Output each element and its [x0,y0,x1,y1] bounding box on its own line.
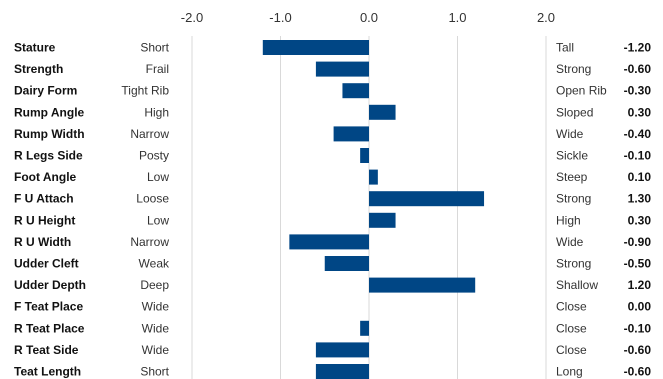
bar [333,126,369,142]
trait-label: F U Attach [14,192,74,206]
high-end-label: Open Rib [556,84,607,98]
trait-label: Dairy Form [14,84,77,98]
high-end-label: Close [556,300,587,314]
low-end-label: High [144,105,169,119]
high-end-label: High [556,213,581,227]
high-end-label: Strong [556,257,591,271]
value-label: 1.30 [628,192,652,206]
low-end-label: Wide [142,343,170,357]
value-label: -0.10 [624,321,652,335]
low-end-label: Wide [142,321,170,335]
value-label: -0.30 [624,84,652,98]
low-end-label: Deep [140,278,169,292]
low-end-label: Wide [142,300,170,314]
trait-label: Udder Cleft [14,257,79,271]
bar [369,277,476,293]
bar [342,83,369,99]
low-end-label: Narrow [130,127,169,141]
value-label: 0.10 [628,170,652,184]
value-label: 1.20 [628,278,652,292]
low-end-label: Low [147,170,169,184]
high-end-label: Steep [556,170,588,184]
trait-label: Udder Depth [14,278,86,292]
bar [360,320,369,336]
row-labels: Stature Short Tall -1.20 Strength Frail Strong… [14,41,651,379]
x-axis-ticks: -2.0 -1.0 0.0 1.0 2.0 [181,10,555,25]
trait-label: Rump Angle [14,105,85,119]
trait-label: R U Width [14,235,71,249]
x-tick-label: 0.0 [360,10,378,25]
low-end-label: Posty [139,149,169,163]
x-tick-label: 2.0 [537,10,555,25]
trait-label: Foot Angle [14,170,77,184]
bar [324,256,369,271]
trait-label: R Teat Side [14,343,79,357]
bar [369,212,396,228]
low-end-label: Short [140,365,169,379]
trait-label: R Legs Side [14,149,83,163]
low-end-label: Loose [136,192,169,206]
value-label: 0.00 [628,300,652,314]
high-end-label: Strong [556,192,591,206]
value-label: -0.10 [624,149,652,163]
high-end-label: Long [556,365,583,379]
value-label: -0.90 [624,235,652,249]
value-label: 0.30 [628,213,652,227]
high-end-label: Shallow [556,278,598,292]
bar [315,364,369,379]
trait-label: R Teat Place [14,321,85,335]
trait-label: Stature [14,41,56,55]
high-end-label: Tall [556,41,574,55]
low-end-label: Short [140,41,169,55]
high-end-label: Close [556,343,587,357]
bar [360,148,369,163]
low-end-label: Frail [146,62,169,76]
value-label: -0.50 [624,257,652,271]
bar [369,104,396,120]
bar [315,61,369,77]
bar [315,342,369,358]
high-end-label: Strong [556,62,591,76]
value-label: 0.30 [628,105,652,119]
high-end-label: Sloped [556,105,593,119]
value-label: -0.60 [624,365,652,379]
trait-label: R U Height [14,213,75,227]
low-end-label: Weak [139,257,170,271]
low-end-label: Tight Rib [121,84,169,98]
trait-label: Strength [14,62,63,76]
value-label: -0.60 [624,343,652,357]
trait-label: Rump Width [14,127,85,141]
bars [262,40,485,379]
value-label: -0.40 [624,127,652,141]
high-end-label: Close [556,321,587,335]
bar [369,191,485,207]
value-label: -1.20 [624,41,652,55]
trait-label: Teat Length [14,365,81,379]
high-end-label: Wide [556,235,584,249]
value-label: -0.60 [624,62,652,76]
bar [369,169,378,185]
bar [289,234,369,250]
bar [262,40,369,55]
x-tick-label: -1.0 [269,10,291,25]
x-tick-label: -2.0 [181,10,203,25]
low-end-label: Narrow [130,235,169,249]
x-tick-label: 1.0 [448,10,466,25]
high-end-label: Sickle [556,149,588,163]
trait-label: F Teat Place [14,300,83,314]
low-end-label: Low [147,213,169,227]
high-end-label: Wide [556,127,584,141]
